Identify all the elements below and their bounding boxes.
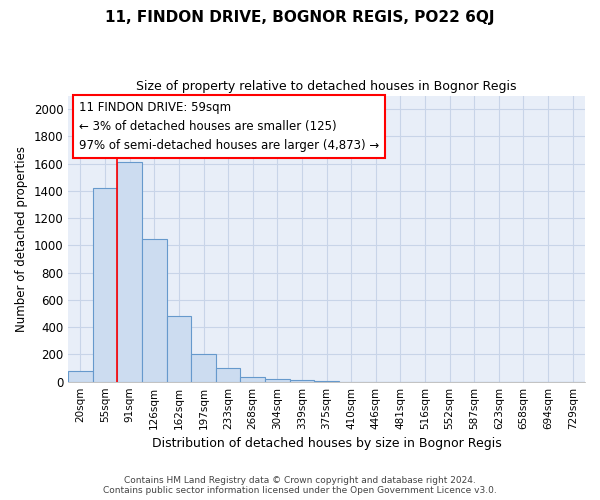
Bar xyxy=(93,188,118,382)
Bar xyxy=(167,316,191,382)
Bar xyxy=(290,380,314,382)
Bar xyxy=(314,380,339,382)
X-axis label: Distribution of detached houses by size in Bognor Regis: Distribution of detached houses by size … xyxy=(152,437,502,450)
Bar xyxy=(68,371,93,382)
Bar xyxy=(191,354,216,382)
Title: Size of property relative to detached houses in Bognor Regis: Size of property relative to detached ho… xyxy=(136,80,517,93)
Text: 11 FINDON DRIVE: 59sqm
← 3% of detached houses are smaller (125)
97% of semi-det: 11 FINDON DRIVE: 59sqm ← 3% of detached … xyxy=(79,102,379,152)
Bar xyxy=(142,238,167,382)
Y-axis label: Number of detached properties: Number of detached properties xyxy=(15,146,28,332)
Text: Contains HM Land Registry data © Crown copyright and database right 2024.
Contai: Contains HM Land Registry data © Crown c… xyxy=(103,476,497,495)
Bar xyxy=(241,377,265,382)
Bar xyxy=(216,368,241,382)
Bar xyxy=(265,379,290,382)
Text: 11, FINDON DRIVE, BOGNOR REGIS, PO22 6QJ: 11, FINDON DRIVE, BOGNOR REGIS, PO22 6QJ xyxy=(105,10,495,25)
Bar xyxy=(118,162,142,382)
